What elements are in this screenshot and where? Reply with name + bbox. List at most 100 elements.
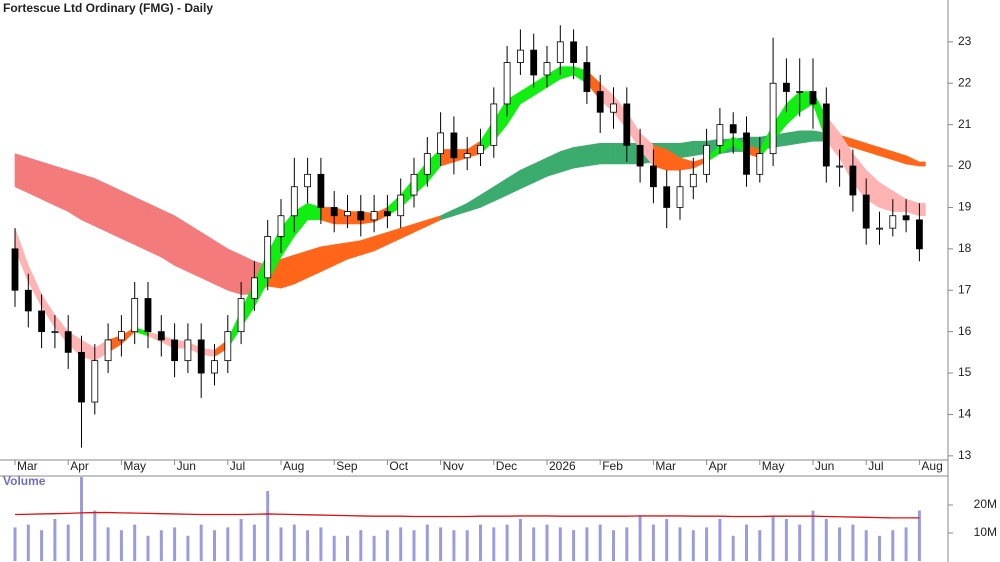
candle-body [876,227,883,230]
volume-bar [146,535,150,561]
candles [11,25,923,448]
volume-bar [798,524,802,561]
volume-bar [465,530,469,561]
ribbon-segment [27,157,42,200]
ribbon-segment [227,248,242,295]
candle-body [38,310,45,333]
ribbon-segment [786,130,801,146]
candle-body [463,153,471,159]
volume-bar [811,510,815,561]
candle-body [317,173,325,208]
x-tick-label: Apr [709,459,728,473]
candle-body [902,215,910,221]
ribbon-segment [174,215,189,273]
ribbon-segment [919,203,926,217]
volume-average [14,511,920,519]
x-tick-label: Oct [389,459,408,473]
volume-bar [26,524,30,561]
y-tick-label: 20M [974,497,997,511]
volume-bar [266,491,270,561]
y-tick-label: 17 [958,282,972,296]
ribbon-segment [466,194,481,212]
volume-bar [505,524,509,561]
volume-bar [824,519,828,561]
candle-body [769,82,777,155]
candle-body [437,132,445,155]
ribbon-segment [67,169,82,221]
x-tick-label: May [762,459,785,473]
ribbon-segment [559,147,574,173]
ribbon-segment [400,223,415,239]
volume-bar [279,527,283,561]
volume-bar [186,535,190,561]
candle-body [650,165,657,188]
ribbon-segment [905,155,920,167]
ribbon-segment [187,223,202,279]
candle-body [636,144,644,167]
volume-bar [372,535,376,561]
x-tick-label: Jul [230,459,245,473]
volume-bar [239,519,243,561]
volume-bar [332,535,336,561]
volume-bar [771,516,775,561]
ribbon-segment [919,161,926,167]
volume-bar [651,524,655,561]
y-tick-label: 18 [958,241,972,255]
candle-body [610,103,617,113]
candle-body [277,215,285,237]
ribbon-segment [121,190,135,246]
candle-body [51,331,59,334]
ribbon-segment [520,82,535,105]
ribbon-segment [440,209,455,221]
volume-bar [66,524,70,561]
candle-body [596,91,604,113]
volume-bar [598,524,602,561]
ribbon-segment [493,177,508,202]
candle-body [410,173,418,196]
candle-body [237,298,245,333]
ribbon-segment [14,153,29,194]
ribbon-segment [134,196,149,252]
candle-body [543,62,551,76]
volume-bar [252,524,256,561]
ribbon-segment [413,219,428,233]
volume-bar [292,524,296,561]
ribbon-segment [599,142,614,165]
candle-body [144,298,152,333]
candle-body [423,153,431,175]
volume-bar [864,530,868,561]
candle-body [689,173,697,188]
ribbon-segment [333,242,348,266]
ribbon-segment [107,184,122,239]
volume-bar [159,530,163,561]
candle-body [330,207,338,217]
ribbon-segment [679,157,694,171]
ribbon-segment [41,161,56,206]
volume-bar [119,530,123,561]
x-tick-label: Jun [815,459,834,473]
ribbon-segment [520,163,535,190]
ribbon-segment [387,227,402,246]
candle-body [118,331,125,341]
volume-bar [439,527,443,561]
x-tick-label: Jul [868,459,883,473]
candle-body [849,165,857,196]
volume-bar [80,477,83,561]
volume-bar [904,527,908,561]
volume-bar [585,527,589,561]
volume-bar [385,530,389,561]
candle-body [743,132,750,175]
candle-body [104,339,112,362]
volume-bar [532,527,536,561]
volume-bar [678,527,682,561]
volume-bar [199,524,203,561]
volume-bar [851,524,855,561]
ribbon-segment [147,202,162,258]
candle-body [171,339,179,362]
candle-body [184,339,192,362]
y-tick-label: 15 [958,365,972,379]
volume-bar [545,524,549,561]
volume-bar [625,527,629,561]
volume-bar [399,527,403,561]
